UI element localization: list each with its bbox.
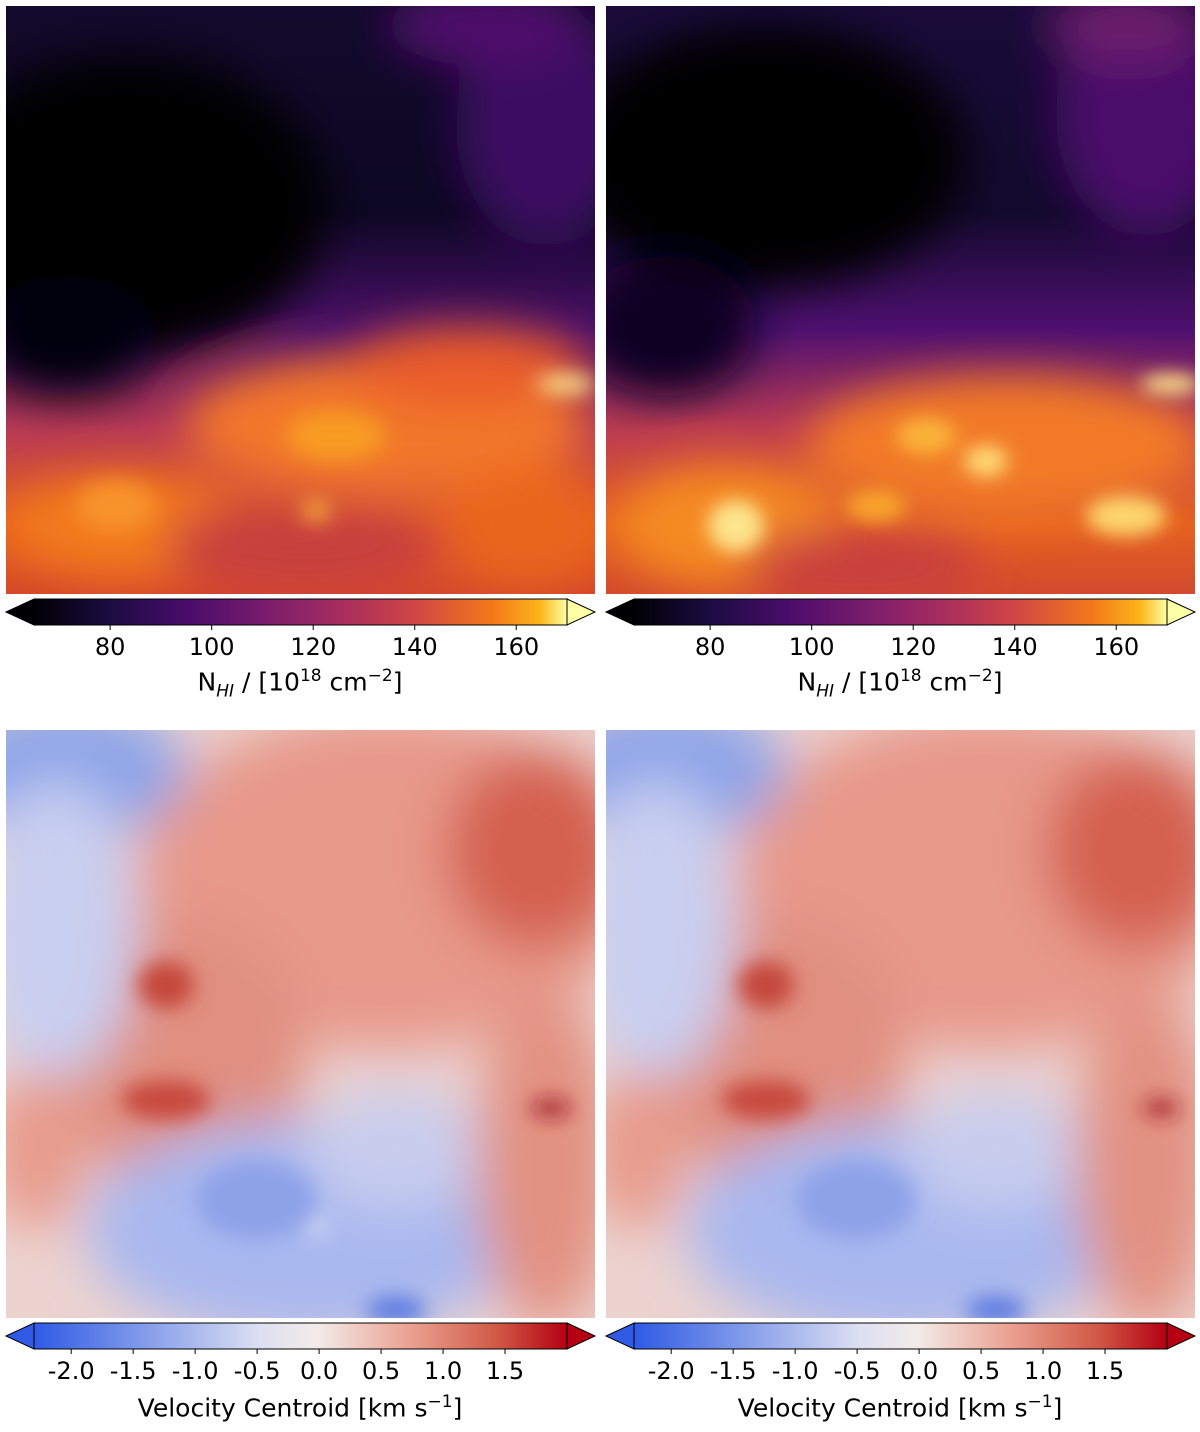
velocity-colorbar-right-label: Velocity Centroid [km s−1]	[737, 1392, 1063, 1423]
velocity-colorbar-left-bar	[4, 1322, 597, 1354]
velocity-colorbar-right-tick-label-1: -1.5	[709, 1357, 757, 1385]
nhi-colorbar-left-ticks	[109, 625, 517, 630]
nhi-colorbar-right: 80 100 120 140 160 NHI / [1018 cm−2]	[604, 598, 1197, 708]
nhi-colorbar-left-label: NHI / [1018 cm−2]	[197, 666, 403, 702]
velocity-colorbar-left-tick-label-3: -0.5	[233, 1357, 281, 1385]
velocity-colorbar-left-tick-label-6: 1.0	[423, 1357, 463, 1385]
nhi-map-left	[6, 6, 595, 594]
velocity-colorbar-right-tick-label-0: -2.0	[647, 1357, 695, 1385]
velocity-colorbar-left: -2.0 -1.5 -1.0 -0.5 0.0 0.5 1.0 1.5 Velocity Ce…	[4, 1322, 597, 1432]
nhi-colorbar-left-tick-label-0: 80	[94, 633, 126, 661]
nhi-colorbar-left: 80 100 120 140 160 NHI / [1018 cm−2]	[4, 598, 597, 708]
velocity-colorbar-left-tick-label-7: 1.5	[485, 1357, 525, 1385]
nhi-colorbar-left-tick-label-3: 140	[391, 633, 438, 661]
nhi-colorbar-left-tick-label-4: 160	[493, 633, 540, 661]
nhi-colorbar-left-bar	[4, 598, 597, 630]
velocity-colorbar-right-tick-label-2: -1.0	[771, 1357, 819, 1385]
nhi-colorbar-right-tick-label-0: 80	[694, 633, 726, 661]
velocity-colorbar-right-tick-label-3: -0.5	[833, 1357, 881, 1385]
velocity-colorbar-left-label: Velocity Centroid [km s−1]	[137, 1392, 463, 1423]
velocity-map-left	[6, 730, 595, 1318]
nhi-colorbar-right-tick-label-4: 160	[1093, 633, 1140, 661]
nhi-heatmap-left	[6, 6, 595, 594]
nhi-colorbar-right-ticks	[709, 625, 1117, 630]
velocity-colorbar-right: -2.0 -1.5 -1.0 -0.5 0.0 0.5 1.0 1.5 Velocity Ce…	[604, 1322, 1197, 1432]
velocity-colorbar-right-tick-label-5: 0.5	[961, 1357, 1001, 1385]
velocity-heatmap-right	[606, 730, 1195, 1318]
velocity-colorbar-right-tick-label-6: 1.0	[1023, 1357, 1063, 1385]
velocity-colorbar-left-ticks	[70, 1349, 506, 1354]
nhi-colorbar-left-tick-label-1: 100	[188, 633, 235, 661]
velocity-colorbar-left-tick-label-2: -1.0	[171, 1357, 219, 1385]
velocity-colorbar-left-tick-label-4: 0.0	[299, 1357, 339, 1385]
nhi-heatmap-right	[606, 6, 1195, 594]
velocity-colorbar-right-bar	[604, 1322, 1197, 1354]
velocity-colorbar-right-tick-label-4: 0.0	[899, 1357, 939, 1385]
nhi-colorbar-left-tick-label-2: 120	[290, 633, 337, 661]
velocity-colorbar-left-tick-label-0: -2.0	[47, 1357, 95, 1385]
velocity-heatmap-left	[6, 730, 595, 1318]
nhi-colorbar-right-bar	[604, 598, 1197, 630]
nhi-colorbar-right-label: NHI / [1018 cm−2]	[797, 666, 1003, 702]
velocity-map-right	[606, 730, 1195, 1318]
nhi-colorbar-right-tick-label-1: 100	[788, 633, 835, 661]
velocity-colorbar-left-tick-label-1: -1.5	[109, 1357, 157, 1385]
nhi-colorbar-right-tick-label-3: 140	[991, 633, 1038, 661]
velocity-colorbar-right-ticks	[670, 1349, 1106, 1354]
nhi-map-right	[606, 6, 1195, 594]
velocity-colorbar-left-tick-label-5: 0.5	[361, 1357, 401, 1385]
nhi-colorbar-right-tick-label-2: 120	[890, 633, 937, 661]
velocity-colorbar-right-tick-label-7: 1.5	[1085, 1357, 1125, 1385]
